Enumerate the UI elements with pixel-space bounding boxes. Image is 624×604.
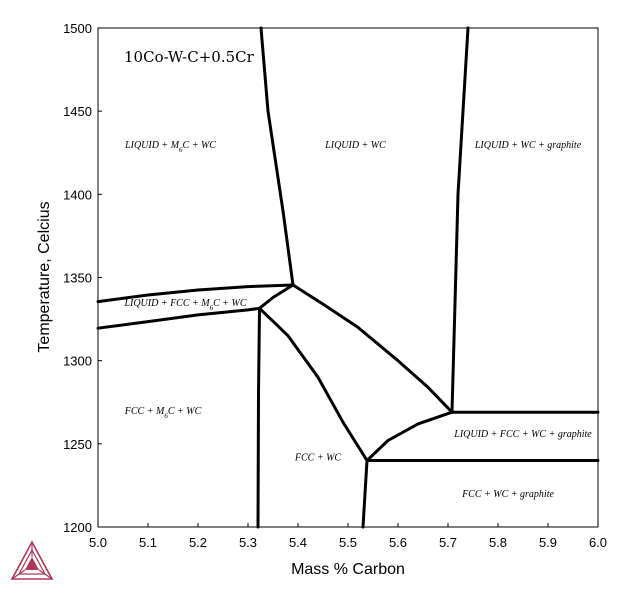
x-tick-label: 5.6 [389,535,407,550]
phase-region-labels: LIQUID + M6C + WC LIQUID + WC LIQUID + WC … [123,140,592,500]
region-label: LIQUID + WC + graphite [474,140,582,151]
y-tick-label: 1400 [63,187,92,202]
y-tick-label: 1450 [63,104,92,119]
y-tick-label: 1350 [63,271,92,286]
x-tick-label: 5.2 [189,535,207,550]
phase-boundary-liquidus-lower [96,306,261,330]
y-tick-label: 1300 [63,354,92,369]
thermo-calc-logo [10,540,54,580]
y-tick-label: 1500 [63,21,92,36]
y-axis-title: Temperature, Celcius [36,201,53,352]
phase-boundary-liquid-wc-graphite-boundary [450,26,470,414]
x-tick-label: 5.9 [539,535,557,550]
phase-boundary-fcc-m6c-wc-boundary [256,306,261,529]
y-axis: 1200 1250 1300 1350 1400 1450 1500 [63,21,102,535]
phase-boundary-junction-short [258,283,295,310]
region-label: FCC + WC [294,453,342,464]
y-tick-label: 1250 [63,437,92,452]
region-label: FCC + WC + graphite [461,489,554,500]
x-tick-label: 5.3 [239,535,257,550]
x-tick-label: 5.5 [339,535,357,550]
region-label: FCC + M6C + WC [124,406,202,420]
phase-boundaries [96,26,600,529]
phase-boundary-fcc-wc-graphite-left [361,459,369,529]
x-tick-label: 5.0 [89,535,107,550]
phase-boundary-fcc-wc-left [258,306,369,462]
x-tick-label: 5.8 [489,535,507,550]
x-axis-title: Mass % Carbon [291,561,405,578]
chart-title: 10Co-W-C+0.5Cr [124,48,255,66]
region-label: LIQUID + M6C + WC [124,140,216,154]
phase-boundary-liquid-fcc-wc-upper [291,283,454,414]
region-label: LIQUID + FCC + M6C + WC [123,298,246,312]
y-tick-label: 1200 [63,520,92,535]
x-tick-label: 6.0 [589,535,607,550]
region-label: LIQUID + WC [324,140,386,151]
phase-boundary-liquidus-upper [96,283,295,304]
x-tick-label: 5.4 [289,535,307,550]
phase-boundary-m6c-wc-liquid-boundary [259,26,295,287]
x-tick-label: 5.7 [439,535,457,550]
x-tick-label: 5.1 [139,535,157,550]
x-axis: 5.0 5.1 5.2 5.3 5.4 5.5 5.6 5.7 5.8 5.9 6.0 [89,523,607,550]
phase-boundary-graphite-lower-sweep [365,410,454,462]
region-label: LIQUID + FCC + WC + graphite [453,429,592,440]
